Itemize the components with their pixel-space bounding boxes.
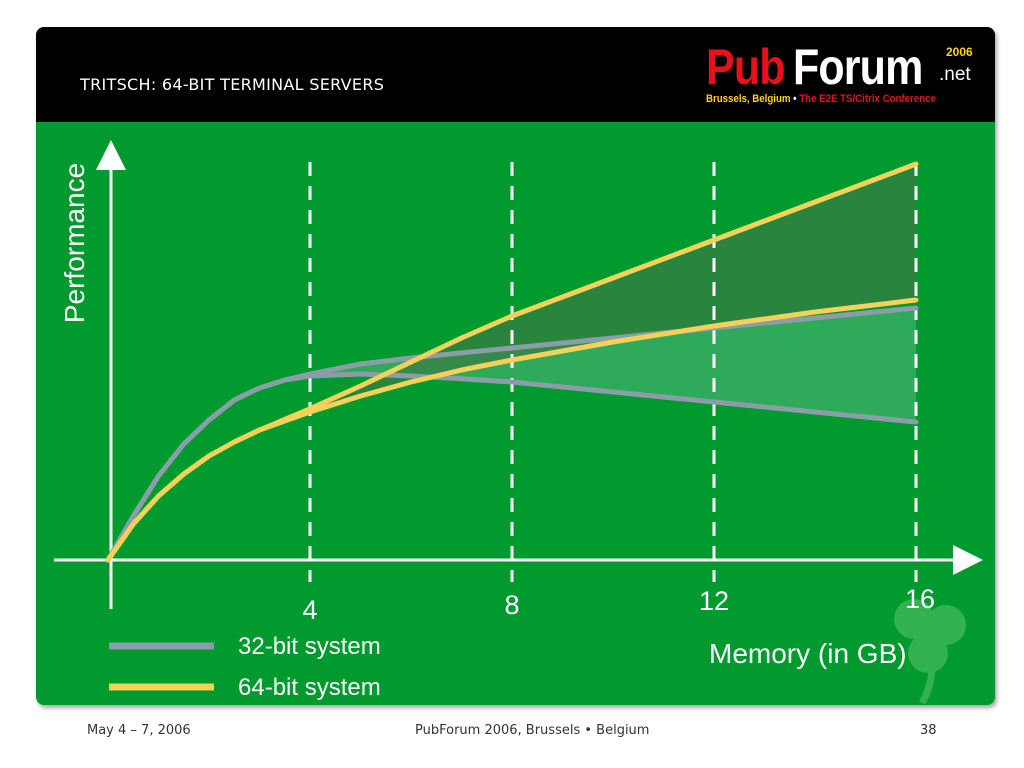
x-axis-label: Memory (in GB) (709, 638, 907, 669)
logo-pub: Pub (706, 39, 786, 95)
shamrock-icon (894, 599, 966, 705)
series-line-64bit-2 (105, 161, 919, 563)
y-axis-label: Performance (59, 163, 90, 323)
gridlines (308, 162, 918, 582)
x-tick-label-12: 12 (699, 586, 729, 616)
logo-tagline: Brussels, Belgium • The E2E TS/Citrix Co… (706, 93, 936, 105)
footer-page-number: 38 (920, 723, 937, 738)
slide: TRITSCH: 64-BIT TERMINAL SERVERS Pub For… (36, 27, 995, 705)
x-tick-labels: 4 8 12 16 (302, 584, 935, 625)
logo-city: Brussels, Belgium (706, 93, 791, 105)
performance-chart: 4 8 12 16 Performance Memory (in GB) 32-bit… (54, 140, 983, 705)
slide-title: TRITSCH: 64-BIT TERMINAL SERVERS (80, 75, 385, 94)
logo-forum: Forum (793, 39, 923, 95)
logo-year: 2006 (946, 45, 973, 59)
logo-net: .net (939, 64, 971, 85)
series-lines (105, 161, 919, 563)
footer-date: May 4 – 7, 2006 (87, 723, 191, 738)
legend-label-32bit: 32-bit system (238, 633, 381, 660)
x-tick-label-16: 16 (905, 584, 935, 614)
logo-separator: • (790, 93, 800, 105)
pubforum-logo: Pub Forum 2006 .net Brussels, Belgium • … (706, 39, 986, 119)
legend: 32-bit system 64-bit system (109, 633, 381, 701)
footer-event: PubForum 2006, Brussels • Belgium (415, 723, 650, 738)
header-bar: TRITSCH: 64-BIT TERMINAL SERVERS Pub For… (36, 27, 995, 122)
gap-band-32bit (108, 308, 916, 560)
logo-conference: The E2E TS/Citrix Conference (799, 93, 936, 105)
x-tick-label-4: 4 (302, 595, 317, 625)
legend-label-64bit: 64-bit system (238, 674, 381, 701)
x-tick-label-8: 8 (504, 590, 519, 620)
